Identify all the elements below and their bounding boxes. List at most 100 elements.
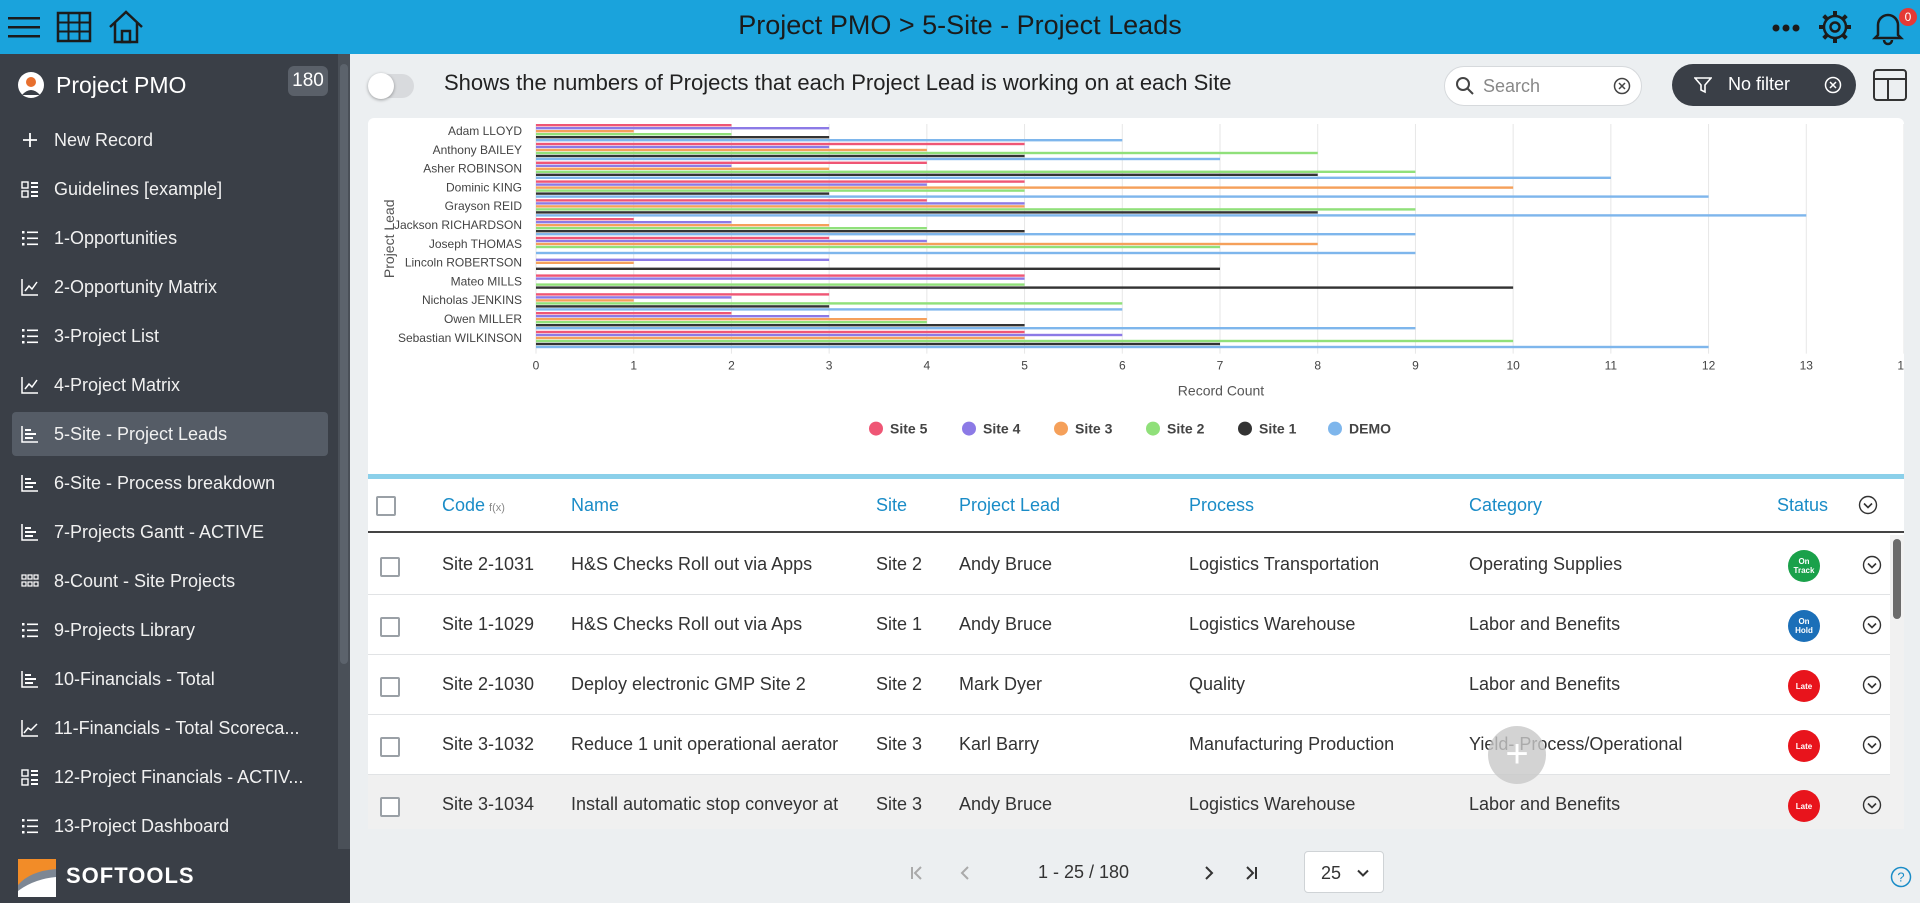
row-chevron-down-icon[interactable] [1862,555,1882,575]
table-scrollbar[interactable] [1890,535,1904,829]
last-page-icon[interactable] [1240,862,1262,884]
bar-site-5 [536,236,830,240]
cell-code: Site 3-1032 [442,734,535,754]
sidebar-item-label: 3-Project List [54,326,160,346]
bar-site-4 [536,277,1025,280]
cell-name: H&S Checks Roll out via Apps [571,554,813,574]
sidebar-item-guidelines-example[interactable]: Guidelines [example] [12,167,328,211]
bar-demo [536,195,1709,198]
sidebar-scrollbar[interactable] [338,54,350,849]
legend-label: Site 1 [1259,421,1297,437]
row-chevron-down-icon[interactable] [1862,675,1882,695]
table-row[interactable]: Site 2-1031 H&S Checks Roll out via Apps S… [368,535,1890,595]
status-badge: Late [1788,730,1820,762]
page-size-select[interactable]: 25 [1304,851,1384,893]
x-tick-label: 9 [1412,359,1419,373]
sidebar-item-4-project-matrix[interactable]: 4-Project Matrix [12,363,328,407]
sidebar-item-new-record[interactable]: New Record [12,118,328,162]
clear-search-icon[interactable] [1613,77,1631,95]
x-axis-title: Record Count [1178,383,1264,399]
home-icon[interactable] [106,7,146,47]
bar-demo [536,176,1611,179]
previous-page-icon[interactable] [954,862,976,884]
cell-code: Site 2-1031 [442,554,535,574]
cell-project-lead: Karl Barry [959,734,1040,754]
bar-site-3 [536,148,927,152]
select-all-checkbox[interactable] [376,496,396,516]
column-header-code[interactable]: Code f(x) [442,495,505,516]
search-input[interactable]: Search [1483,76,1541,96]
notifications-bell-icon[interactable] [1868,7,1908,47]
chevron-down-icon [1357,869,1369,877]
cell-name: Reduce 1 unit operational aerator [571,734,839,754]
table-row[interactable]: Site 2-1030 Deploy electronic GMP Site 2 S… [368,655,1890,715]
app-header[interactable]: Project PMO 180 [14,66,334,106]
view-toggle[interactable] [368,73,414,99]
cell-process: Logistics Warehouse [1189,794,1356,814]
bar-demo [536,214,1807,217]
row-chevron-down-icon[interactable] [1862,615,1882,635]
column-header-category[interactable]: Category [1469,495,1543,515]
bar-site-4 [536,183,927,186]
column-header-project-lead[interactable]: Project Lead [959,495,1061,515]
filter-button[interactable]: No filter [1672,64,1856,106]
search-box[interactable]: Search [1444,66,1642,106]
x-tick-label: 6 [1119,359,1126,373]
sidebar-item-6-site-process-breakdown[interactable]: 6-Site - Process breakdown [12,461,328,505]
more-options-icon[interactable] [1766,7,1806,47]
cell-category: Labor and Benefits [1469,614,1621,634]
sidebar-item-5-site-project-leads[interactable]: 5-Site - Project Leads [12,412,328,456]
table-row[interactable]: Site 3-1034 Install automatic stop convey… [368,775,1890,829]
first-page-icon[interactable] [906,862,928,884]
sidebar-item-11-financials-total-scoreca[interactable]: 11-Financials - Total Scoreca... [12,706,328,750]
softools-logo-icon [18,859,56,897]
table-row[interactable]: Site 1-1029 H&S Checks Roll out via Aps Si… [368,595,1890,655]
add-record-fab[interactable]: + [1488,726,1546,784]
sidebar-item-2-opportunity-matrix[interactable]: 2-Opportunity Matrix [12,265,328,309]
clear-filter-icon[interactable] [1824,76,1842,94]
row-chevron-down-icon[interactable] [1862,795,1882,815]
sidebar-item-label: 13-Project Dashboard [54,816,230,836]
sidebar-item-13-project-dashboard[interactable]: 13-Project Dashboard [12,804,328,848]
sidebar-item-10-financials-total[interactable]: 10-Financials - Total [12,657,328,701]
sidebar-item-8-count-site-projects[interactable]: 8-Count - Site Projects [12,559,328,603]
sidebar-item-1-opportunities[interactable]: 1-Opportunities [12,216,328,260]
row-chevron-down-icon[interactable] [1862,735,1882,755]
y-category-label: Adam LLOYD [448,124,522,138]
header-chevron-down-icon[interactable] [1858,495,1878,515]
column-header-status[interactable]: Status [1777,495,1829,515]
layout-toggle-icon[interactable] [1871,66,1909,104]
column-header-process[interactable]: Process [1189,495,1255,515]
cell-project-lead: Mark Dyer [959,674,1043,694]
column-header-site[interactable]: Site [876,495,908,515]
row-checkbox[interactable] [380,737,400,757]
bar-site-1 [536,305,830,308]
legend-label: Site 3 [1075,421,1113,437]
row-checkbox[interactable] [380,797,400,817]
row-checkbox[interactable] [380,557,400,577]
column-header-name[interactable]: Name [571,495,620,515]
legend-label: Site 5 [890,421,928,437]
apps-grid-icon[interactable] [54,7,94,47]
bar-site-5 [536,274,1025,277]
chart-icon [21,377,38,394]
table-row[interactable]: Site 3-1032 Reduce 1 unit operational aer… [368,715,1890,775]
cell-code: Site 1-1029 [442,614,535,634]
sidebar-item-9-projects-library[interactable]: 9-Projects Library [12,608,328,652]
sidebar-item-7-projects-gantt-active[interactable]: 7-Projects Gantt - ACTIVE [12,510,328,554]
sidebar-item-3-project-list[interactable]: 3-Project List [12,314,328,358]
row-checkbox[interactable] [380,617,400,637]
chart-divider[interactable] [368,474,1904,479]
sidebar-item-12-project-financials-activ[interactable]: 12-Project Financials - ACTIV... [12,755,328,799]
help-icon[interactable]: ? [1890,866,1912,888]
next-page-icon[interactable] [1198,862,1220,884]
bar-site-1 [536,342,1220,346]
x-tick-label: 11 [1605,359,1618,373]
y-category-label: Sebastian WILKINSON [398,331,522,345]
status-badge: On Track [1788,550,1820,582]
sidebar-item-label: 2-Opportunity Matrix [54,277,218,297]
bar-site-1 [536,136,830,139]
settings-gear-icon[interactable] [1815,7,1855,47]
hamburger-menu-icon[interactable] [4,7,44,47]
row-checkbox[interactable] [380,677,400,697]
